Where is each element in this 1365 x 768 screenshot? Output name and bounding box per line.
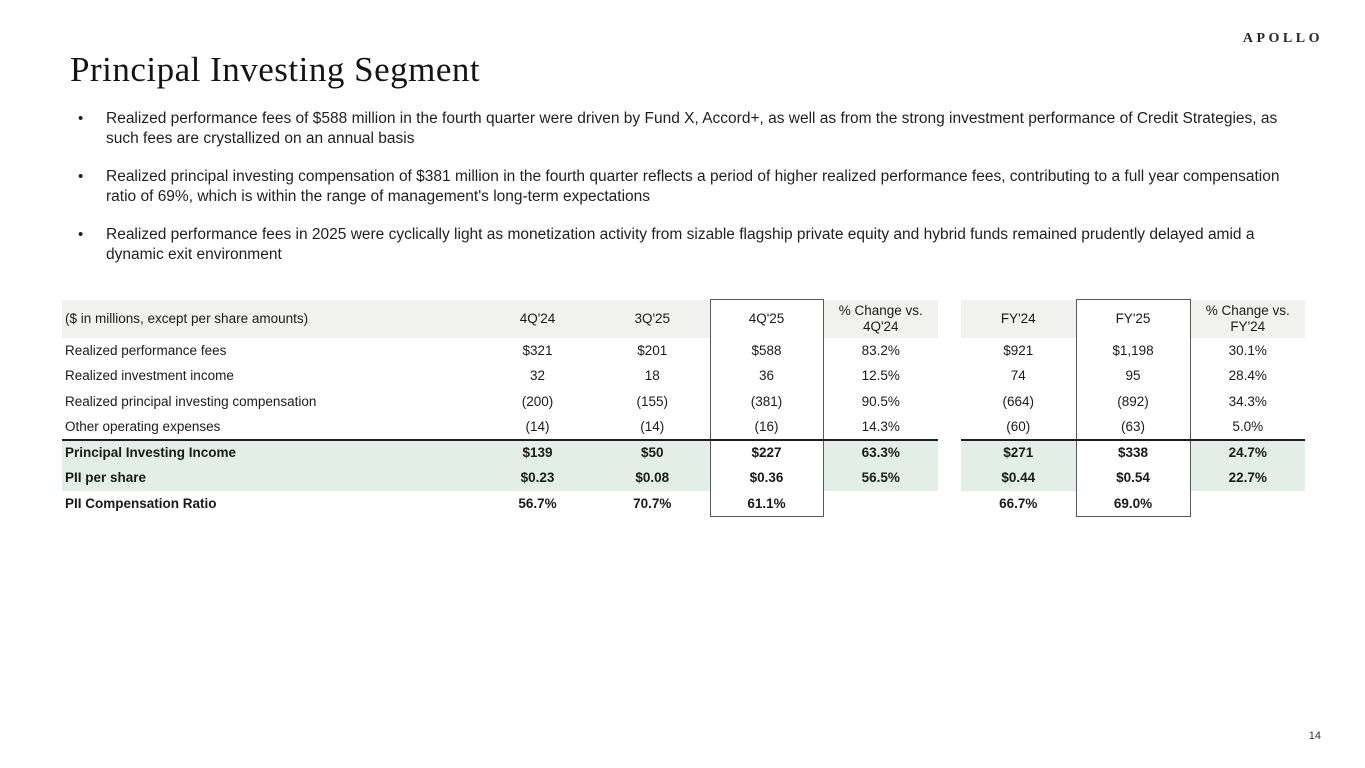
cell-value: 70.7% bbox=[633, 495, 672, 511]
cell-value: (892) bbox=[1075, 388, 1191, 414]
cell-value: 32 bbox=[529, 368, 546, 384]
cell-value bbox=[823, 491, 938, 517]
bullet-text: Realized principal investing compensatio… bbox=[106, 168, 1280, 205]
cell-value: 14.3% bbox=[823, 414, 938, 441]
cell-value: 12.5% bbox=[861, 368, 900, 384]
column-header: 4Q'25 bbox=[709, 299, 824, 338]
column-header: 3Q'25 bbox=[595, 299, 710, 338]
cell-value: $321 bbox=[522, 342, 553, 358]
bullet-item: • Realized performance fees of $588 mill… bbox=[78, 109, 1292, 148]
cell-value: (155) bbox=[636, 393, 668, 409]
cell-value: $271 bbox=[961, 439, 1076, 465]
financial-table: ($ in millions, except per share amounts… bbox=[62, 299, 1305, 517]
cell-value: (14) bbox=[480, 414, 595, 441]
cell-value: 34.3% bbox=[1228, 393, 1267, 409]
row-label: ($ in millions, except per share amounts… bbox=[62, 299, 480, 338]
cell-value: 69.0% bbox=[1075, 490, 1191, 517]
bullet-text: Realized performance fees of $588 millio… bbox=[106, 110, 1278, 147]
cell-value: $0.54 bbox=[1075, 465, 1191, 491]
cell-value bbox=[1190, 491, 1305, 517]
cell-value: 18 bbox=[644, 368, 660, 384]
column-header: FY'25 bbox=[1075, 299, 1191, 338]
row-label: Principal Investing Income bbox=[62, 439, 480, 465]
bullet-item: • Realized principal investing compensat… bbox=[78, 167, 1292, 206]
cell-value: (381) bbox=[709, 388, 824, 414]
table-row: Realized investment income 32 18 36 12.5% 74 9… bbox=[62, 363, 1305, 389]
column-gap bbox=[938, 363, 961, 389]
table-row: Realized performance fees $321 $201 $588 83.… bbox=[62, 337, 1305, 363]
row-label: PII Compensation Ratio bbox=[65, 495, 217, 511]
bullet-list: • Realized performance fees of $588 mill… bbox=[78, 109, 1292, 283]
cell-value: 28.4% bbox=[1228, 368, 1267, 384]
column-header: % Change vs. FY'24 bbox=[1190, 299, 1305, 338]
column-gap bbox=[938, 388, 961, 414]
cell-value: 66.7% bbox=[999, 495, 1038, 511]
page-title: Principal Investing Segment bbox=[70, 50, 481, 89]
row-label: Realized investment income bbox=[65, 368, 234, 384]
table-row: PII Compensation Ratio 56.7% 70.7% 61.1% 66.… bbox=[62, 490, 1305, 517]
bullet-item: • Realized performance fees in 2025 were… bbox=[78, 225, 1292, 264]
cell-value: 95 bbox=[1075, 363, 1191, 389]
table-header-row: ($ in millions, except per share amounts… bbox=[62, 299, 1305, 338]
column-header: 4Q'24 bbox=[480, 299, 595, 338]
column-gap bbox=[938, 414, 961, 440]
cell-value: 63.3% bbox=[823, 439, 938, 465]
bullet-text: Realized performance fees in 2025 were c… bbox=[106, 226, 1255, 263]
cell-value: 36 bbox=[709, 363, 824, 389]
column-gap bbox=[938, 337, 961, 363]
cell-value: $201 bbox=[637, 342, 668, 358]
cell-value: $227 bbox=[709, 439, 824, 465]
column-gap bbox=[938, 490, 961, 516]
table-row: Realized principal investing compensatio… bbox=[62, 388, 1305, 414]
bullet-marker-icon: • bbox=[78, 226, 84, 243]
column-header: FY'24 bbox=[961, 299, 1076, 338]
cell-value: (60) bbox=[961, 414, 1076, 441]
cell-value: $921 bbox=[1003, 342, 1034, 358]
cell-value: $0.44 bbox=[961, 465, 1076, 491]
table-row: Other operating expenses (14) (14) (16) 14.3… bbox=[62, 414, 1305, 441]
cell-value: 30.1% bbox=[1228, 342, 1267, 358]
cell-value: (14) bbox=[595, 414, 710, 441]
cell-value: (16) bbox=[709, 414, 824, 441]
bullet-marker-icon: • bbox=[78, 110, 84, 127]
cell-value: 74 bbox=[1010, 368, 1026, 384]
cell-value: 56.7% bbox=[518, 495, 557, 511]
table-row: PII per share $0.23 $0.08 $0.36 56.5% $0.44 $0… bbox=[62, 465, 1305, 491]
row-label: PII per share bbox=[62, 465, 480, 491]
cell-value: 61.1% bbox=[709, 490, 824, 517]
cell-value: (200) bbox=[521, 393, 554, 409]
apollo-logo: APOLLO bbox=[1242, 31, 1323, 46]
cell-value: 83.2% bbox=[861, 342, 900, 358]
column-gap bbox=[938, 465, 961, 491]
bullet-marker-icon: • bbox=[78, 168, 84, 185]
row-label: Realized performance fees bbox=[65, 342, 227, 358]
cell-value: 22.7% bbox=[1190, 465, 1305, 491]
cell-value: $50 bbox=[595, 439, 710, 465]
cell-value: $0.08 bbox=[595, 465, 710, 491]
column-gap bbox=[938, 439, 961, 465]
cell-value: 5.0% bbox=[1190, 414, 1305, 441]
column-header: % Change vs. 4Q'24 bbox=[823, 299, 938, 338]
cell-value: 56.5% bbox=[823, 465, 938, 491]
cell-value: 24.7% bbox=[1190, 439, 1305, 465]
cell-value: (63) bbox=[1075, 414, 1191, 441]
cell-value: $139 bbox=[480, 439, 595, 465]
table-row: Principal Investing Income $139 $50 $227 63.… bbox=[62, 439, 1305, 465]
cell-value: $0.36 bbox=[709, 465, 824, 491]
row-label: Other operating expenses bbox=[62, 414, 480, 441]
cell-value: $338 bbox=[1075, 439, 1191, 465]
cell-value: $1,198 bbox=[1075, 337, 1191, 363]
cell-value: (664) bbox=[1002, 393, 1034, 409]
column-gap bbox=[938, 299, 961, 338]
row-label: Realized principal investing compensatio… bbox=[65, 393, 317, 409]
cell-value: $588 bbox=[709, 337, 824, 363]
cell-value: 90.5% bbox=[861, 393, 900, 409]
cell-value: $0.23 bbox=[480, 465, 595, 491]
page-number: 14 bbox=[1308, 730, 1321, 742]
